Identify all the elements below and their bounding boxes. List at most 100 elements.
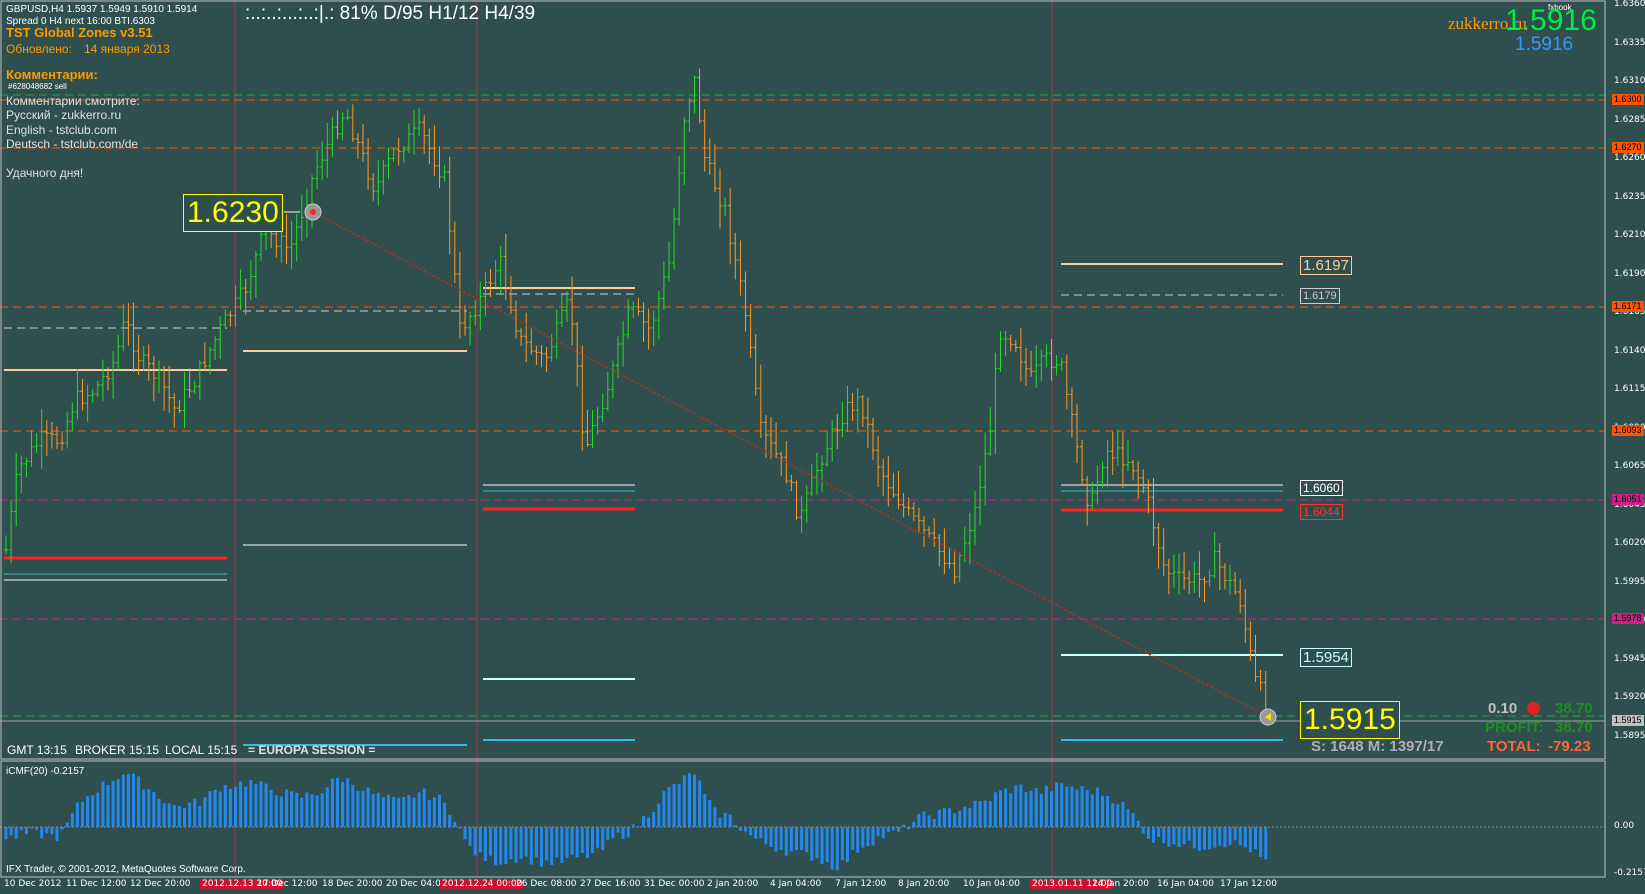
bid-price-large: 1.5916 — [1505, 4, 1597, 37]
cmf-bar — [774, 827, 778, 852]
cmf-bar — [983, 800, 987, 827]
cmf-bar — [366, 787, 370, 827]
price-tick-label: 1.6065 — [1614, 461, 1645, 471]
cmf-bar — [504, 827, 508, 865]
cmf-bar — [1070, 786, 1074, 827]
cmf-bar — [942, 808, 946, 827]
cmf-bar — [1075, 789, 1079, 827]
cmf-bar — [672, 783, 676, 827]
cmf-bar — [540, 827, 543, 867]
cmf-bar — [142, 789, 146, 827]
cmf-bar — [759, 827, 763, 839]
cmf-bar — [902, 824, 906, 827]
time-tick-label: 16 Jan 04:00 — [1157, 879, 1214, 889]
cmf-bar — [1090, 794, 1094, 827]
price-tick-label: 1.6165 — [1614, 307, 1645, 317]
cmf-bar — [1208, 827, 1212, 850]
cmf-bar — [427, 800, 431, 827]
cmf-bar — [14, 827, 18, 839]
cmf-bar — [50, 827, 54, 835]
cmf-bar — [1203, 827, 1206, 850]
cmf-bar — [1024, 792, 1028, 827]
bid-price-small: 1.5916 — [1515, 34, 1574, 55]
cmf-bar — [601, 827, 605, 851]
cmf-bar — [249, 779, 253, 827]
cmf-bar — [1264, 827, 1268, 860]
cmf-bar — [147, 789, 151, 827]
cmf-bar — [835, 827, 839, 871]
price-tick-label: 1.5995 — [1614, 576, 1645, 587]
cmf-bar — [687, 773, 691, 827]
cmf-bar — [840, 827, 844, 861]
time-tick-label: 2012.12.13 20:00 — [200, 879, 285, 889]
cmf-bar — [330, 778, 334, 827]
cmf-bar — [1095, 787, 1099, 827]
profit-label: PROFIT: — [1485, 719, 1544, 736]
cmf-bar — [948, 808, 951, 827]
order-note: #628048682 sell — [8, 82, 67, 91]
cmf-bar — [1116, 804, 1120, 827]
price-tick-label: 1.5945 — [1614, 653, 1645, 664]
cmf-bar — [738, 827, 742, 831]
zones-title: TST Global Zones v3.51 — [6, 25, 153, 40]
cmf-bar — [1055, 782, 1059, 827]
cmf-bar — [121, 774, 125, 827]
cmf-bar — [290, 791, 294, 827]
cmf-bar — [392, 796, 396, 827]
cmf-bar — [851, 827, 855, 850]
cmf-bar — [285, 789, 288, 827]
gmt-time: GMT 13:15 — [7, 743, 67, 757]
cmf-bar — [320, 793, 324, 827]
trade-lot: 0.10 — [1488, 700, 1518, 717]
zones-updated-label: Обновлено: — [6, 42, 72, 56]
cmf-bar — [4, 827, 8, 840]
cmf-bar — [667, 786, 671, 827]
close-trade-icon[interactable] — [1527, 702, 1540, 715]
cmf-bar — [198, 806, 202, 827]
total-label: TOTAL: — [1487, 738, 1541, 755]
cmf-bar — [973, 800, 977, 827]
cmf-bar — [1177, 827, 1181, 848]
cmf-bar — [1141, 827, 1145, 834]
total-value: -79.23 — [1548, 738, 1591, 755]
cmf-bar — [443, 802, 447, 827]
cmf-bar — [917, 813, 921, 827]
cmf-bar — [1187, 827, 1191, 841]
cmf-bar — [708, 800, 712, 827]
cmf-bar — [1197, 827, 1201, 851]
time-tick-label: 8 Jan 20:00 — [898, 879, 950, 889]
cmf-bar — [91, 795, 95, 827]
time-tick-label: 12 Dec 20:00 — [130, 879, 191, 889]
cmf-bar — [86, 796, 90, 827]
cmf-bar — [591, 827, 594, 853]
cmf-bar — [861, 827, 865, 848]
cmf-bar — [810, 827, 814, 861]
cmf-bar — [631, 824, 635, 827]
cmf-bar — [1248, 827, 1252, 853]
cmf-bar — [795, 827, 798, 851]
cmf-bar — [1223, 827, 1227, 848]
cmf-bar — [244, 786, 248, 827]
zone-label-5: 1.5954 — [1300, 648, 1352, 667]
spread-line: Spread 0 H4 next 16:00 BTI.6303 — [6, 16, 155, 27]
cmf-bar — [30, 827, 33, 829]
price-level-tag: 1.5978 — [1612, 613, 1644, 624]
current-price-box: 1.5915 — [1300, 701, 1400, 739]
cmf-bar — [45, 827, 49, 834]
profit-value: 38.70 — [1555, 719, 1593, 736]
cmf-bar — [463, 827, 467, 840]
cmf-bar — [473, 827, 477, 856]
cmf-bar — [432, 797, 436, 827]
cmf-bar — [458, 827, 462, 829]
cmf-bar — [662, 790, 666, 827]
cmf-bar — [922, 811, 926, 827]
cmf-bar — [341, 781, 345, 827]
time-tick-label: 10 Jan 04:00 — [963, 879, 1020, 889]
indicator-title: iCMF(20) -0.2157 — [6, 766, 85, 777]
price-level-tag: 1.6093 — [1612, 425, 1644, 436]
cmf-bar — [177, 805, 181, 827]
cmf-bar — [677, 784, 681, 827]
cmf-bar — [703, 793, 707, 827]
cmf-bar — [529, 827, 533, 865]
